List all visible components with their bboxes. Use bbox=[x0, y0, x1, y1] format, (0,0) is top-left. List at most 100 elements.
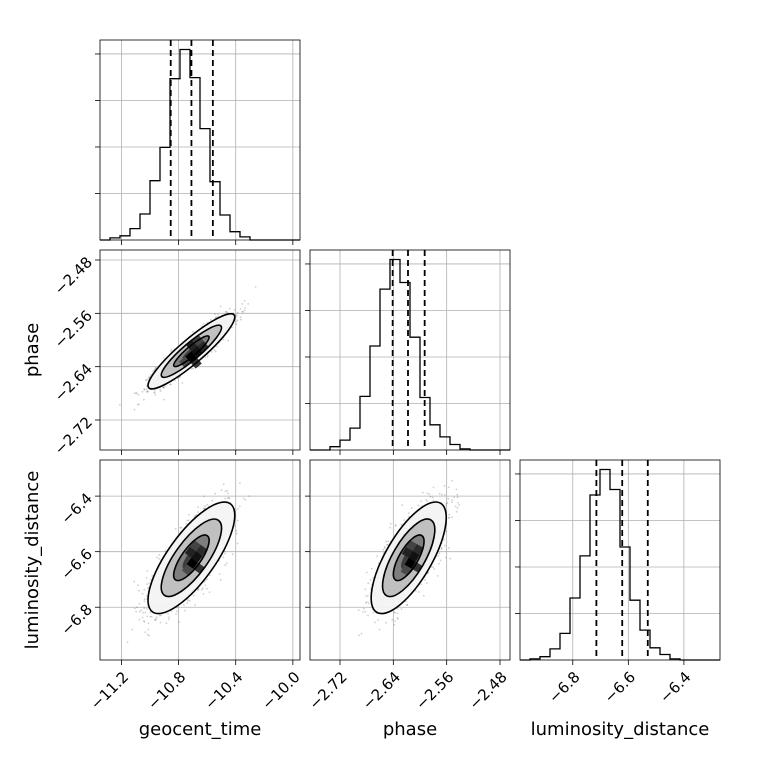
sample-point bbox=[145, 379, 147, 381]
sample-point bbox=[202, 593, 205, 595]
sample-point bbox=[186, 602, 189, 605]
sample-point bbox=[227, 339, 230, 342]
sample-point bbox=[225, 310, 228, 313]
sample-point bbox=[174, 527, 177, 530]
sample-point bbox=[155, 616, 158, 619]
sample-point bbox=[197, 506, 199, 509]
sample-point bbox=[135, 392, 138, 394]
sample-point bbox=[169, 383, 172, 386]
sample-point bbox=[152, 370, 154, 373]
sample-point bbox=[146, 570, 149, 572]
sample-point bbox=[234, 525, 236, 527]
sample-point bbox=[248, 495, 251, 497]
sample-point bbox=[236, 519, 239, 522]
sample-point bbox=[137, 393, 140, 396]
sample-point bbox=[201, 587, 204, 589]
sample-point bbox=[175, 613, 178, 615]
sample-point bbox=[224, 552, 227, 555]
sample-point bbox=[224, 311, 227, 313]
hist-geocent-time bbox=[95, 39, 301, 245]
hist-phase bbox=[305, 249, 511, 455]
sample-point bbox=[210, 351, 213, 353]
sample-point bbox=[214, 316, 217, 319]
sample-point bbox=[149, 611, 152, 614]
sample-point bbox=[163, 398, 165, 401]
sample-point bbox=[224, 564, 227, 567]
sample-point bbox=[236, 542, 239, 545]
sample-point bbox=[194, 514, 197, 517]
sample-point bbox=[138, 610, 141, 613]
sample-point bbox=[228, 496, 230, 499]
sample-point bbox=[183, 604, 185, 606]
sample-point bbox=[243, 300, 246, 302]
sample-point bbox=[224, 497, 227, 500]
sample-point bbox=[143, 398, 145, 401]
sample-point bbox=[126, 641, 129, 643]
sample-point bbox=[158, 553, 161, 556]
sample-point bbox=[219, 578, 222, 581]
sample-point bbox=[154, 389, 156, 392]
sample-point bbox=[239, 316, 242, 319]
sample-point bbox=[131, 628, 134, 631]
sample-point bbox=[226, 497, 229, 500]
sample-point bbox=[147, 622, 150, 625]
sample-point bbox=[247, 303, 250, 305]
sample-point bbox=[159, 621, 162, 624]
sample-point bbox=[209, 318, 212, 321]
sample-point bbox=[167, 618, 170, 621]
sample-point bbox=[254, 286, 257, 288]
sample-point bbox=[197, 589, 199, 592]
sample-point bbox=[225, 562, 228, 565]
sample-point bbox=[187, 519, 190, 522]
sample-point bbox=[143, 388, 146, 391]
sample-point bbox=[143, 588, 146, 591]
sample-point bbox=[222, 338, 225, 341]
density-levels bbox=[147, 312, 236, 390]
sample-point bbox=[145, 608, 148, 610]
sample-point bbox=[231, 553, 234, 556]
histogram-step-line bbox=[310, 258, 510, 451]
sample-point bbox=[206, 578, 209, 581]
sample-point bbox=[194, 604, 197, 606]
sample-point bbox=[222, 483, 225, 486]
sample-point bbox=[235, 314, 238, 317]
sample-point bbox=[204, 356, 207, 359]
sample-point bbox=[146, 633, 149, 636]
sample-point bbox=[154, 618, 156, 621]
sample-point bbox=[145, 379, 148, 382]
sample-point bbox=[167, 612, 169, 615]
sample-point bbox=[235, 532, 238, 535]
sample-point bbox=[143, 607, 146, 610]
sample-point bbox=[192, 367, 194, 370]
sample-point bbox=[146, 391, 148, 393]
panel-scatter-geocent-time-vs-phase-frame bbox=[99, 249, 301, 451]
scatter-geocent-time-vs-luminosity-distance bbox=[95, 459, 301, 665]
contour-line-0 bbox=[147, 312, 236, 390]
sample-point bbox=[162, 386, 165, 389]
sample-point bbox=[206, 587, 208, 590]
sample-point bbox=[146, 378, 149, 381]
sample-point bbox=[222, 556, 225, 559]
sample-point bbox=[149, 615, 152, 618]
sample-point bbox=[204, 584, 207, 587]
sample-point bbox=[146, 583, 148, 586]
contour-line-2 bbox=[172, 335, 210, 368]
sample-point bbox=[165, 622, 168, 625]
sample-point bbox=[143, 621, 146, 623]
sample-point bbox=[193, 594, 195, 597]
sample-point bbox=[148, 634, 151, 637]
sample-point bbox=[236, 319, 239, 322]
sample-point bbox=[162, 386, 165, 389]
sample-point bbox=[214, 492, 217, 495]
sample-point bbox=[159, 388, 162, 391]
sample-point bbox=[143, 620, 145, 622]
sample-point bbox=[206, 354, 209, 356]
sample-point bbox=[184, 609, 186, 612]
sample-point bbox=[135, 610, 138, 613]
sample-point bbox=[220, 489, 223, 492]
sample-point bbox=[239, 308, 242, 310]
sample-point bbox=[202, 507, 205, 510]
sample-point bbox=[244, 498, 247, 501]
sample-point bbox=[226, 489, 228, 492]
